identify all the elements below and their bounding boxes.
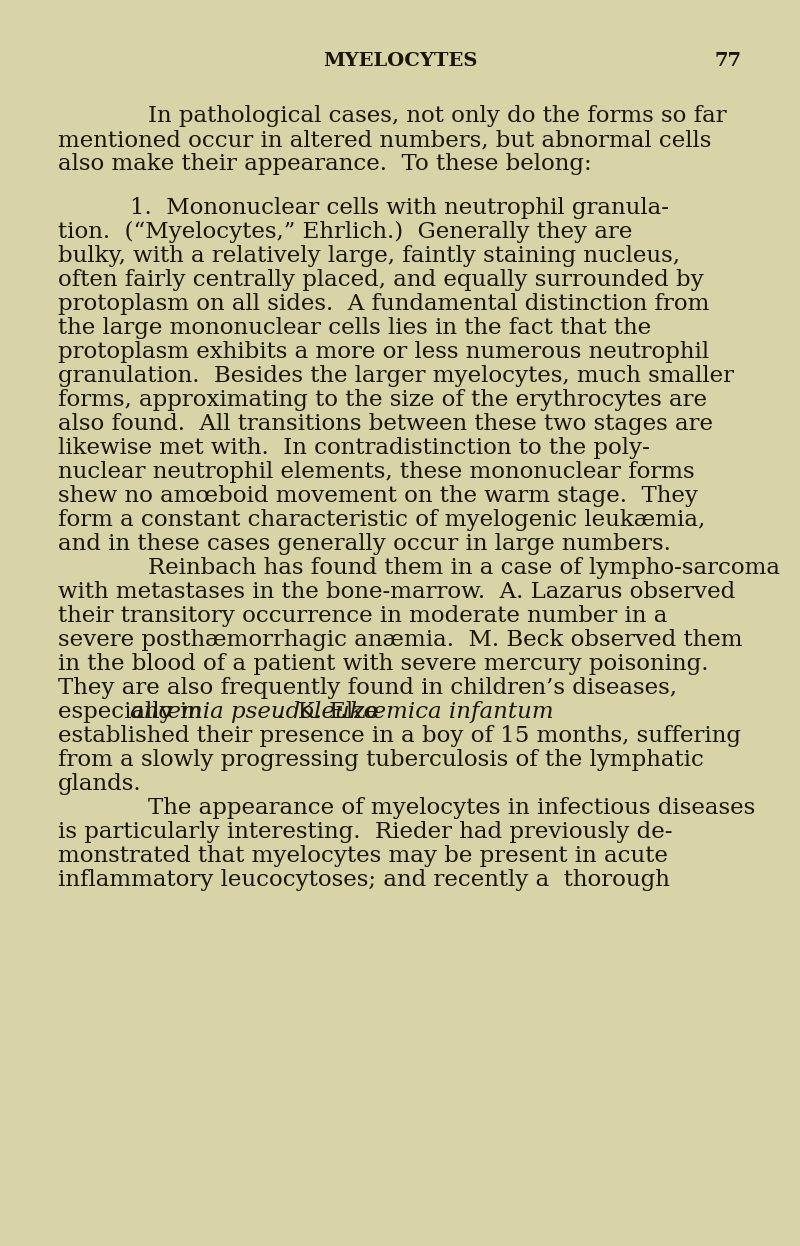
Text: tion.  (“Myelocytes,” Ehrlich.)  Generally they are: tion. (“Myelocytes,” Ehrlich.) Generally…	[58, 222, 632, 243]
Text: They are also frequently found in children’s diseases,: They are also frequently found in childr…	[58, 678, 677, 699]
Text: their transitory occurrence in moderate number in a: their transitory occurrence in moderate …	[58, 606, 667, 628]
Text: nuclear neutrophil elements, these mononuclear forms: nuclear neutrophil elements, these monon…	[58, 461, 694, 483]
Text: In pathological cases, not only do the forms so far: In pathological cases, not only do the f…	[148, 105, 726, 127]
Text: especially in: especially in	[58, 701, 210, 724]
Text: likewise met with.  In contradistinction to the poly-: likewise met with. In contradistinction …	[58, 437, 650, 460]
Text: mentioned occur in altered numbers, but abnormal cells: mentioned occur in altered numbers, but …	[58, 130, 711, 151]
Text: protoplasm on all sides.  A fundamental distinction from: protoplasm on all sides. A fundamental d…	[58, 293, 710, 315]
Text: Reinbach has found them in a case of lympho-sarcoma: Reinbach has found them in a case of lym…	[148, 557, 780, 579]
Text: the large mononuclear cells lies in the fact that the: the large mononuclear cells lies in the …	[58, 318, 651, 339]
Text: monstrated that myelocytes may be present in acute: monstrated that myelocytes may be presen…	[58, 845, 668, 867]
Text: .  K. Elze: . K. Elze	[276, 701, 379, 724]
Text: granulation.  Besides the larger myelocytes, much smaller: granulation. Besides the larger myelocyt…	[58, 365, 734, 388]
Text: and in these cases generally occur in large numbers.: and in these cases generally occur in la…	[58, 533, 671, 556]
Text: 77: 77	[715, 52, 742, 70]
Text: in the blood of a patient with severe mercury poisoning.: in the blood of a patient with severe me…	[58, 653, 709, 675]
Text: anœmia pseudoleukœmica infantum: anœmia pseudoleukœmica infantum	[130, 701, 554, 724]
Text: also found.  All transitions between these two stages are: also found. All transitions between thes…	[58, 414, 713, 435]
Text: glands.: glands.	[58, 774, 142, 795]
Text: with metastases in the bone-marrow.  A. Lazarus observed: with metastases in the bone-marrow. A. L…	[58, 582, 735, 603]
Text: also make their appearance.  To these belong:: also make their appearance. To these bel…	[58, 153, 592, 174]
Text: established their presence in a boy of 15 months, suffering: established their presence in a boy of 1…	[58, 725, 741, 748]
Text: often fairly centrally placed, and equally surrounded by: often fairly centrally placed, and equal…	[58, 269, 704, 292]
Text: 1.  Mononuclear cells with neutrophil granula-: 1. Mononuclear cells with neutrophil gra…	[130, 197, 669, 219]
Text: inflammatory leucocytoses; and recently a  thorough: inflammatory leucocytoses; and recently …	[58, 870, 670, 891]
Text: The appearance of myelocytes in infectious diseases: The appearance of myelocytes in infectio…	[148, 797, 755, 820]
Text: shew no amœboid movement on the warm stage.  They: shew no amœboid movement on the warm sta…	[58, 486, 698, 507]
Text: from a slowly progressing tuberculosis of the lymphatic: from a slowly progressing tuberculosis o…	[58, 749, 704, 771]
Text: MYELOCYTES: MYELOCYTES	[323, 52, 477, 70]
Text: severe posthæmorrhagic anæmia.  M. Beck observed them: severe posthæmorrhagic anæmia. M. Beck o…	[58, 629, 742, 652]
Text: is particularly interesting.  Rieder had previously de-: is particularly interesting. Rieder had …	[58, 821, 673, 844]
Text: form a constant characteristic of myelogenic leukæmia,: form a constant characteristic of myelog…	[58, 510, 706, 531]
Text: forms, approximating to the size of the erythrocytes are: forms, approximating to the size of the …	[58, 390, 707, 411]
Text: protoplasm exhibits a more or less numerous neutrophil: protoplasm exhibits a more or less numer…	[58, 341, 709, 364]
Text: bulky, with a relatively large, faintly staining nucleus,: bulky, with a relatively large, faintly …	[58, 245, 680, 268]
